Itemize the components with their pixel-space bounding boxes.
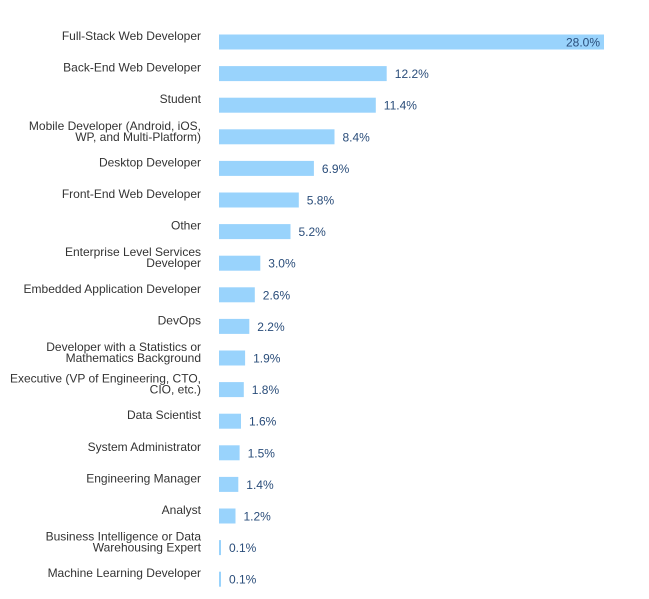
value-label: 0.1% bbox=[229, 541, 257, 555]
value-label: 5.2% bbox=[299, 225, 327, 239]
category-label: Back-End Web Developer bbox=[63, 61, 201, 75]
value-label: 0.1% bbox=[229, 573, 257, 587]
category-label-line: Student bbox=[160, 92, 202, 106]
category-label-line: Developer with a Statistics or bbox=[46, 340, 201, 354]
category-label-line: System Administrator bbox=[88, 440, 201, 454]
bar bbox=[219, 350, 246, 366]
category-label: Engineering Manager bbox=[86, 471, 201, 485]
category-label-line: Front-End Web Developer bbox=[62, 187, 201, 201]
category-label-line: Analyst bbox=[162, 503, 202, 517]
bar bbox=[219, 192, 299, 208]
category-label-line: Executive (VP of Engineering, CTO, bbox=[10, 372, 201, 386]
category-label-line: Engineering Manager bbox=[86, 471, 201, 485]
value-label: 11.4% bbox=[384, 99, 417, 113]
bar bbox=[219, 34, 604, 50]
category-label-line: DevOps bbox=[158, 313, 201, 327]
bar bbox=[219, 255, 261, 271]
category-label: Data Scientist bbox=[127, 408, 202, 422]
category-label-line: Back-End Web Developer bbox=[63, 61, 201, 75]
value-label: 2.6% bbox=[263, 288, 291, 302]
bar bbox=[219, 382, 244, 398]
category-label-line: Machine Learning Developer bbox=[48, 566, 201, 580]
category-label: Enterprise Level Services Developer bbox=[65, 245, 201, 270]
category-label: Front-End Web Developer bbox=[62, 187, 201, 201]
value-label: 1.5% bbox=[248, 446, 276, 460]
category-label: Machine Learning Developer bbox=[48, 566, 201, 580]
category-label-line: Mathematics Background bbox=[66, 351, 201, 365]
category-label-line: Data Scientist bbox=[127, 408, 202, 422]
value-label: 1.8% bbox=[252, 383, 280, 397]
value-label: 1.6% bbox=[249, 415, 277, 429]
value-label: 6.9% bbox=[322, 162, 350, 176]
bar bbox=[219, 540, 221, 556]
category-label-line: Full-Stack Web Developer bbox=[62, 29, 201, 43]
category-label-line: Business Intelligence or Data bbox=[46, 530, 202, 544]
bar bbox=[219, 318, 250, 334]
bar bbox=[219, 571, 221, 587]
category-label-line: CIO, etc.) bbox=[150, 383, 201, 397]
category-label: System Administrator bbox=[88, 440, 201, 454]
bar bbox=[219, 508, 236, 524]
value-label: 5.8% bbox=[307, 194, 335, 208]
category-label-line: Enterprise Level Services bbox=[65, 245, 201, 259]
category-label: Embedded Application Developer bbox=[24, 282, 201, 296]
value-label: 28.0% bbox=[566, 36, 600, 50]
category-label-line: Mobile Developer (Android, iOS, bbox=[29, 119, 201, 133]
bar bbox=[219, 287, 255, 303]
bar bbox=[219, 413, 241, 429]
category-label-line: Embedded Application Developer bbox=[24, 282, 201, 296]
category-label: Desktop Developer bbox=[99, 155, 201, 169]
value-label: 8.4% bbox=[343, 130, 371, 144]
category-label: Student bbox=[160, 92, 202, 106]
bar bbox=[219, 224, 291, 240]
category-label: Developer with a Statistics or Mathematic… bbox=[46, 340, 201, 365]
category-label: Analyst bbox=[162, 503, 202, 517]
bar bbox=[219, 66, 387, 82]
category-label: Full-Stack Web Developer bbox=[62, 29, 201, 43]
category-label: Other bbox=[171, 219, 201, 233]
bar bbox=[219, 445, 240, 461]
category-label: Mobile Developer (Android, iOS, WP, and M… bbox=[29, 119, 201, 144]
bar bbox=[219, 160, 314, 176]
value-label: 3.0% bbox=[268, 257, 296, 271]
bar bbox=[219, 97, 376, 113]
category-label-line: Developer bbox=[146, 256, 201, 270]
value-label: 1.2% bbox=[244, 510, 272, 524]
value-label: 2.2% bbox=[257, 320, 285, 334]
category-label-line: Desktop Developer bbox=[99, 155, 201, 169]
bar bbox=[219, 129, 335, 145]
category-label: DevOps bbox=[158, 313, 201, 327]
category-label-line: WP, and Multi-Platform) bbox=[75, 130, 201, 144]
value-label: 1.4% bbox=[246, 478, 274, 492]
value-label: 1.9% bbox=[253, 352, 281, 366]
category-label: Executive (VP of Engineering, CTO, CIO, e… bbox=[10, 372, 201, 397]
category-label-line: Warehousing Expert bbox=[93, 541, 202, 555]
bar bbox=[219, 476, 239, 492]
category-label-line: Other bbox=[171, 219, 201, 233]
value-label: 12.2% bbox=[395, 67, 429, 81]
category-label: Business Intelligence or Data Warehousing… bbox=[46, 530, 202, 555]
